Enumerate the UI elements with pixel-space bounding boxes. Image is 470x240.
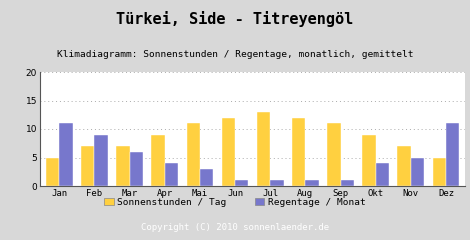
Bar <box>130 152 143 186</box>
Text: Klimadiagramm: Sonnenstunden / Regentage, monatlich, gemittelt: Klimadiagramm: Sonnenstunden / Regentage… <box>57 50 413 60</box>
Bar <box>257 112 270 186</box>
Bar <box>165 163 178 186</box>
Text: Copyright (C) 2010 sonnenlaender.de: Copyright (C) 2010 sonnenlaender.de <box>141 223 329 233</box>
Bar <box>59 123 73 186</box>
Bar <box>235 180 249 186</box>
Bar <box>187 123 200 186</box>
Bar <box>446 123 459 186</box>
Bar <box>81 146 94 186</box>
Bar <box>270 180 283 186</box>
Legend: Sonnenstunden / Tag, Regentage / Monat: Sonnenstunden / Tag, Regentage / Monat <box>100 194 370 210</box>
Bar <box>116 146 130 186</box>
Bar <box>200 169 213 186</box>
Bar <box>222 118 235 186</box>
Bar <box>94 135 108 186</box>
Bar <box>292 118 306 186</box>
Bar <box>46 157 59 186</box>
Text: Türkei, Side - Titreyengöl: Türkei, Side - Titreyengöl <box>117 11 353 27</box>
Bar <box>362 135 376 186</box>
Bar <box>306 180 319 186</box>
Bar <box>151 135 165 186</box>
Bar <box>340 180 354 186</box>
Bar <box>411 157 424 186</box>
Bar <box>327 123 340 186</box>
Bar <box>432 157 446 186</box>
Bar <box>376 163 389 186</box>
Bar <box>398 146 411 186</box>
